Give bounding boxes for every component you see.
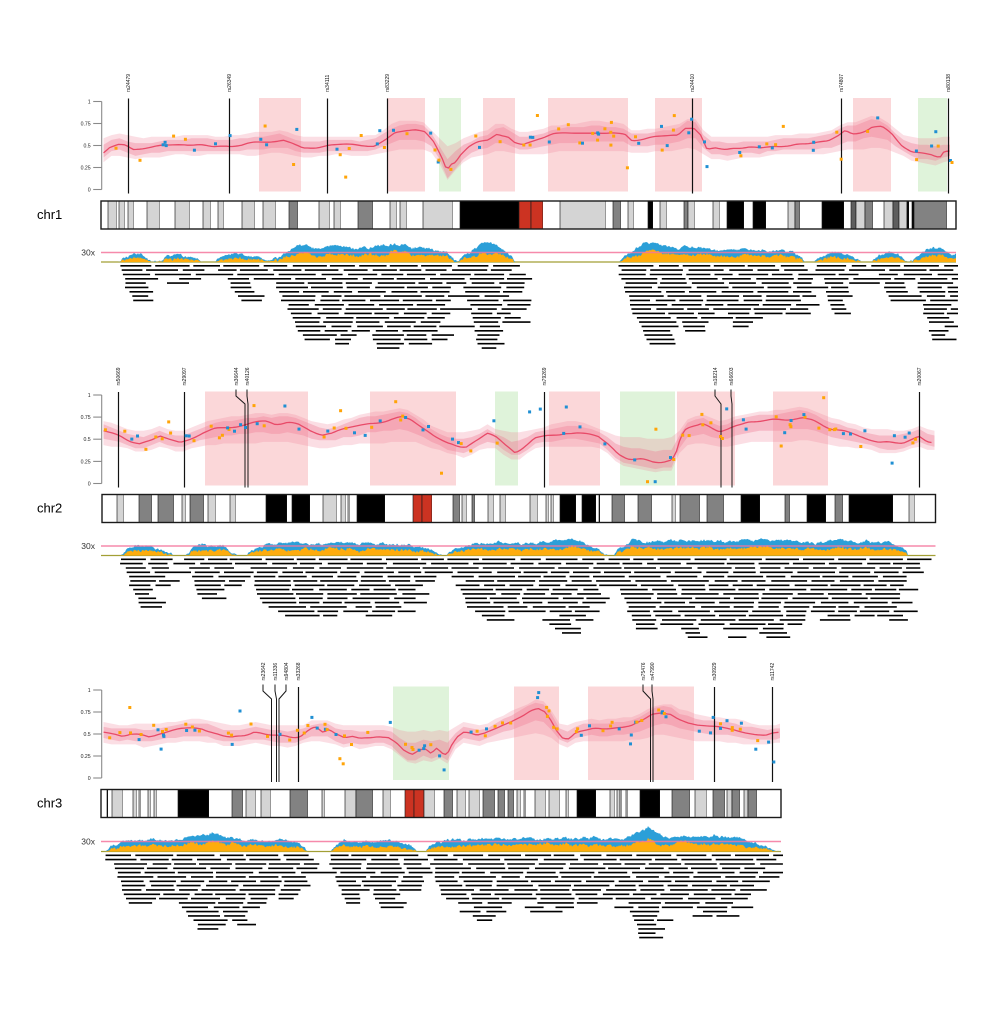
- svg-text:rs36644: rs36644: [234, 367, 240, 385]
- svg-text:chr3: chr3: [37, 796, 62, 811]
- svg-text:rs24479: rs24479: [126, 74, 132, 92]
- svg-text:0.5: 0.5: [83, 437, 90, 443]
- svg-text:rs34111: rs34111: [325, 74, 331, 92]
- svg-text:30x: 30x: [81, 248, 95, 258]
- svg-text:rs80138: rs80138: [946, 74, 952, 92]
- svg-text:rs83229: rs83229: [385, 74, 391, 92]
- svg-text:0.75: 0.75: [81, 710, 91, 716]
- svg-text:rs24410: rs24410: [690, 74, 696, 92]
- svg-text:rs30929: rs30929: [712, 662, 718, 680]
- svg-text:0.5: 0.5: [83, 144, 90, 150]
- svg-text:0: 0: [88, 188, 91, 194]
- svg-text:0.25: 0.25: [81, 459, 91, 465]
- svg-text:30x: 30x: [81, 541, 95, 551]
- svg-text:rs94804: rs94804: [284, 662, 290, 680]
- svg-text:rs66603: rs66603: [729, 367, 735, 385]
- svg-text:rs75476: rs75476: [641, 662, 647, 680]
- svg-text:rs11742: rs11742: [770, 663, 776, 681]
- svg-text:1: 1: [88, 393, 91, 399]
- svg-text:rs20067: rs20067: [917, 367, 923, 385]
- svg-text:rs23642: rs23642: [261, 662, 267, 680]
- svg-text:rs40126: rs40126: [245, 367, 251, 385]
- svg-text:rs74807: rs74807: [839, 74, 845, 92]
- svg-text:0: 0: [88, 776, 91, 782]
- svg-text:rs33268: rs33268: [296, 662, 302, 680]
- svg-text:0.5: 0.5: [83, 732, 90, 738]
- svg-text:rs26349: rs26349: [227, 74, 233, 92]
- svg-text:1: 1: [88, 688, 91, 694]
- svg-text:chr1: chr1: [37, 207, 62, 222]
- svg-text:rs18214: rs18214: [713, 367, 719, 385]
- svg-text:1: 1: [88, 100, 91, 106]
- svg-text:rs79269: rs79269: [542, 367, 548, 385]
- svg-text:rs50669: rs50669: [116, 367, 122, 385]
- svg-text:chr2: chr2: [37, 501, 62, 516]
- svg-text:rs47990: rs47990: [650, 662, 656, 680]
- svg-text:0.25: 0.25: [81, 754, 91, 760]
- svg-text:30x: 30x: [81, 837, 95, 847]
- svg-text:0.75: 0.75: [81, 122, 91, 128]
- svg-text:rs29097: rs29097: [182, 367, 188, 385]
- svg-text:rs11336: rs11336: [273, 663, 279, 681]
- svg-text:0.75: 0.75: [81, 415, 91, 421]
- svg-text:0: 0: [88, 482, 91, 488]
- svg-text:0.25: 0.25: [81, 166, 91, 172]
